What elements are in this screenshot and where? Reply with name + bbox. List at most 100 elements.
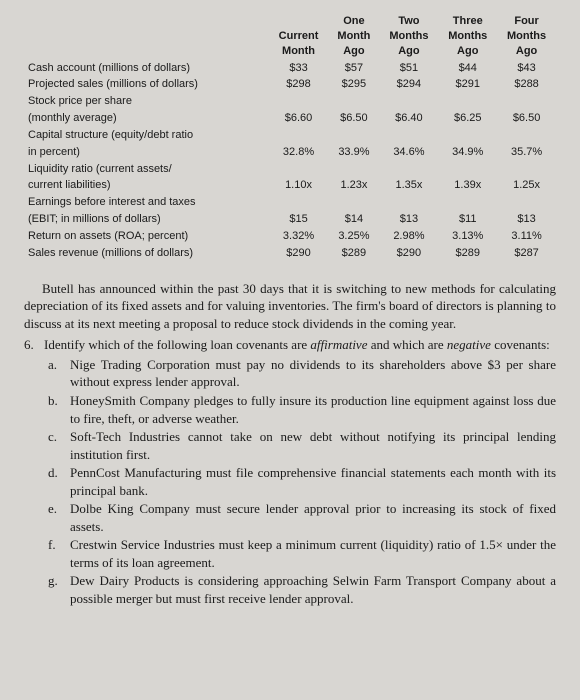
item-text: PennCost Manufacturing must file compreh… [70,464,556,499]
item-text: Nige Trading Corporation must pay no div… [70,356,556,391]
row-label: Earnings before interest and taxes [24,194,269,211]
col-header: Two [380,14,439,29]
table-row: Projected sales (millions of dollars) $29… [24,76,556,93]
item-text: Dolbe King Company must secure lender ap… [70,500,556,535]
financial-table: One Two Three Four Current Month Months … [24,14,556,262]
cell-value [328,93,379,110]
cell-value: $13 [380,211,439,228]
col-header: Months [380,29,439,44]
cell-value: $289 [438,245,497,262]
cell-value [269,127,329,144]
cell-value: $6.60 [269,110,329,127]
row-label: Cash account (millions of dollars) [24,60,269,77]
col-header: Four [497,14,556,29]
row-label: Stock price per share [24,93,269,110]
cell-value [438,93,497,110]
item-letter: e. [48,500,64,535]
col-header: Month [328,29,379,44]
row-label: Capital structure (equity/debt ratio [24,127,269,144]
col-header: Three [438,14,497,29]
cell-value: $295 [328,76,379,93]
list-item: g.Dew Dairy Products is considering appr… [48,572,556,607]
cell-value: 3.13% [438,228,497,245]
table-row: Stock price per share [24,93,556,110]
cell-value: $14 [328,211,379,228]
cell-value: $44 [438,60,497,77]
row-label: Projected sales (millions of dollars) [24,76,269,93]
table-row: in percent)32.8%33.9%34.6%34.9%35.7% [24,144,556,161]
cell-value: $6.25 [438,110,497,127]
item-letter: b. [48,392,64,427]
table-row: (monthly average)$6.60$6.50$6.40$6.25$6.… [24,110,556,127]
col-header: One [328,14,379,29]
cell-value: $6.50 [497,110,556,127]
table-row: Earnings before interest and taxes [24,194,556,211]
table-row: Liquidity ratio (current assets/ [24,161,556,178]
cell-value: 1.25x [497,177,556,194]
list-item: f.Crestwin Service Industries must keep … [48,536,556,571]
cell-value [380,93,439,110]
cell-value [328,194,379,211]
paragraph-butell: Butell has announced within the past 30 … [24,280,556,333]
question-number: 6. [24,336,38,354]
row-label: Sales revenue (millions of dollars) [24,245,269,262]
list-item: a.Nige Trading Corporation must pay no d… [48,356,556,391]
cell-value: 1.39x [438,177,497,194]
item-letter: g. [48,572,64,607]
cell-value: 1.23x [328,177,379,194]
row-label: (EBIT; in millions of dollars) [24,211,269,228]
cell-value: $43 [497,60,556,77]
cell-value: 33.9% [328,144,379,161]
covenant-list: a.Nige Trading Corporation must pay no d… [24,356,556,608]
cell-value: 32.8% [269,144,329,161]
item-letter: d. [48,464,64,499]
row-label: Liquidity ratio (current assets/ [24,161,269,178]
list-item: d.PennCost Manufacturing must file compr… [48,464,556,499]
table-row: Cash account (millions of dollars)$33$57… [24,60,556,77]
cell-value: 3.25% [328,228,379,245]
cell-value: $33 [269,60,329,77]
item-text: Soft-Tech Industries cannot take on new … [70,428,556,463]
col-header: Current [269,29,329,44]
row-label: in percent) [24,144,269,161]
cell-value: $11 [438,211,497,228]
item-text: Crestwin Service Industries must keep a … [70,536,556,571]
cell-value [380,194,439,211]
cell-value [380,161,439,178]
question-6: 6. Identify which of the following loan … [24,336,556,354]
item-letter: c. [48,428,64,463]
item-text: Dew Dairy Products is considering approa… [70,572,556,607]
cell-value: 34.6% [380,144,439,161]
cell-value [328,127,379,144]
cell-value: $13 [497,211,556,228]
cell-value [497,93,556,110]
cell-value: $51 [380,60,439,77]
item-letter: a. [48,356,64,391]
question-text: Identify which of the following loan cov… [44,336,556,354]
list-item: c.Soft-Tech Industries cannot take on ne… [48,428,556,463]
cell-value: $6.50 [328,110,379,127]
table-row: Capital structure (equity/debt ratio [24,127,556,144]
cell-value [269,93,329,110]
cell-value: 35.7% [497,144,556,161]
cell-value: $287 [497,245,556,262]
row-label: Return on assets (ROA; percent) [24,228,269,245]
cell-value [438,161,497,178]
cell-value: $294 [380,76,439,93]
col-header: Months [438,29,497,44]
cell-value: 1.35x [380,177,439,194]
cell-value: $57 [328,60,379,77]
cell-value: 2.98% [380,228,439,245]
row-label: current liabilities) [24,177,269,194]
col-header: Ago [438,44,497,59]
item-letter: f. [48,536,64,571]
list-item: e.Dolbe King Company must secure lender … [48,500,556,535]
table-row: current liabilities)1.10x1.23x1.35x1.39x… [24,177,556,194]
cell-value [380,127,439,144]
cell-value [497,161,556,178]
row-label: (monthly average) [24,110,269,127]
cell-value: $6.40 [380,110,439,127]
cell-value [438,194,497,211]
col-header: Ago [380,44,439,59]
item-text: HoneySmith Company pledges to fully insu… [70,392,556,427]
